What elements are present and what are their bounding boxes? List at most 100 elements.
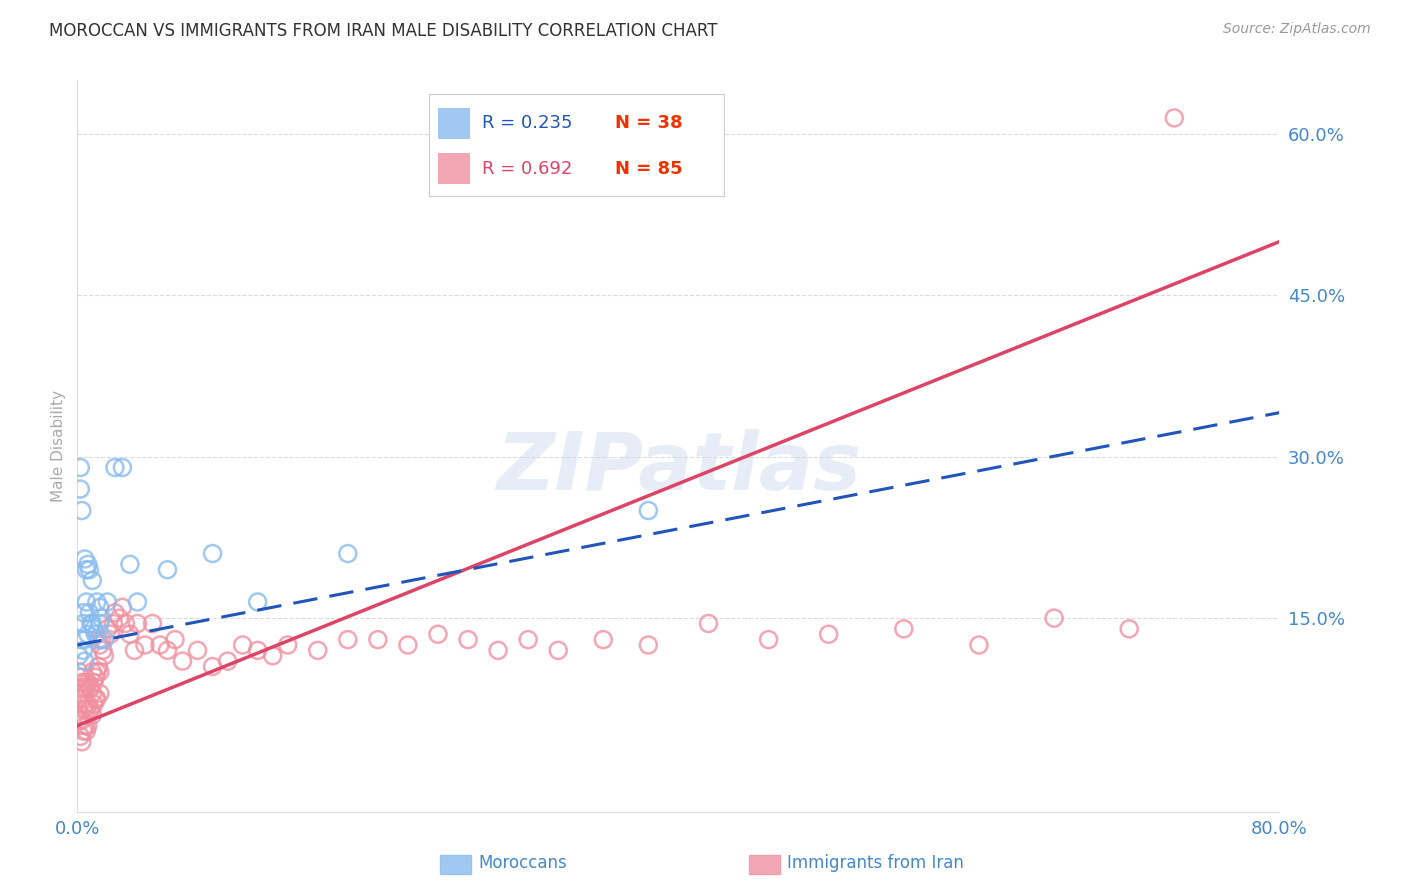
Point xyxy=(72,702,94,716)
Point xyxy=(163,632,186,647)
Point xyxy=(156,643,179,657)
Point xyxy=(336,547,359,561)
Point xyxy=(89,600,111,615)
Point xyxy=(114,616,136,631)
Point xyxy=(70,503,93,517)
Point xyxy=(396,638,419,652)
Point xyxy=(100,627,122,641)
Point xyxy=(72,643,94,657)
Point xyxy=(172,654,194,668)
Point xyxy=(156,563,179,577)
Point xyxy=(967,638,990,652)
Point xyxy=(217,654,239,668)
Point xyxy=(69,681,91,695)
Point xyxy=(69,670,91,684)
Point xyxy=(67,665,90,679)
Point xyxy=(817,627,839,641)
Point xyxy=(69,707,91,722)
Point xyxy=(79,606,101,620)
Point xyxy=(103,616,125,631)
Point xyxy=(262,648,284,663)
Point xyxy=(87,659,110,673)
Point xyxy=(73,654,96,668)
Text: Immigrants from Iran: Immigrants from Iran xyxy=(787,855,965,872)
Point xyxy=(86,691,108,706)
FancyBboxPatch shape xyxy=(437,108,470,139)
Point xyxy=(104,460,127,475)
Point xyxy=(79,702,101,716)
Text: R = 0.692: R = 0.692 xyxy=(482,160,572,178)
Point xyxy=(86,595,108,609)
Point xyxy=(87,632,110,647)
Point xyxy=(79,563,101,577)
Point xyxy=(83,622,105,636)
Point xyxy=(486,643,509,657)
Point xyxy=(72,724,94,739)
Point xyxy=(104,606,127,620)
Point xyxy=(75,595,97,609)
Point xyxy=(89,638,111,652)
Point xyxy=(82,665,104,679)
Point xyxy=(70,735,93,749)
Point xyxy=(75,702,97,716)
Point xyxy=(86,665,108,679)
Point xyxy=(758,632,780,647)
Point xyxy=(232,638,254,652)
Point xyxy=(73,719,96,733)
Point xyxy=(118,558,141,572)
Text: R = 0.235: R = 0.235 xyxy=(482,114,572,132)
Point xyxy=(89,616,111,631)
Point xyxy=(84,670,107,684)
Point xyxy=(893,622,915,636)
Point xyxy=(201,547,224,561)
Point xyxy=(80,702,103,716)
Point xyxy=(134,638,156,652)
Text: N = 38: N = 38 xyxy=(614,114,682,132)
Point xyxy=(93,632,115,647)
Point xyxy=(67,714,90,728)
Point xyxy=(75,563,97,577)
Point xyxy=(89,665,111,679)
Point xyxy=(69,460,91,475)
Point xyxy=(141,616,163,631)
FancyBboxPatch shape xyxy=(437,153,470,184)
Point xyxy=(67,686,90,700)
Point xyxy=(592,632,614,647)
Point xyxy=(73,675,96,690)
Point xyxy=(367,632,389,647)
Point xyxy=(69,730,91,744)
Point xyxy=(124,643,146,657)
Point xyxy=(427,627,450,641)
Point xyxy=(82,616,104,631)
Point xyxy=(127,595,149,609)
Point xyxy=(307,643,329,657)
Point xyxy=(457,632,479,647)
Point xyxy=(76,627,98,641)
Text: Source: ZipAtlas.com: Source: ZipAtlas.com xyxy=(1223,22,1371,37)
Point xyxy=(70,714,93,728)
Point xyxy=(246,643,269,657)
Point xyxy=(70,691,93,706)
Point xyxy=(76,558,98,572)
Point xyxy=(91,643,114,657)
Point xyxy=(186,643,209,657)
Point xyxy=(637,503,659,517)
Point xyxy=(637,638,659,652)
Point xyxy=(70,632,93,647)
Text: ZIPatlas: ZIPatlas xyxy=(496,429,860,507)
Point xyxy=(89,686,111,700)
Point xyxy=(108,611,131,625)
Point xyxy=(90,632,112,647)
Point xyxy=(127,616,149,631)
Text: N = 85: N = 85 xyxy=(614,160,682,178)
Text: MOROCCAN VS IMMIGRANTS FROM IRAN MALE DISABILITY CORRELATION CHART: MOROCCAN VS IMMIGRANTS FROM IRAN MALE DI… xyxy=(49,22,717,40)
Point xyxy=(96,595,118,609)
Point xyxy=(75,681,97,695)
Point xyxy=(1163,111,1185,125)
Point xyxy=(70,675,93,690)
Point xyxy=(82,686,104,700)
Point xyxy=(96,622,118,636)
Point xyxy=(697,616,720,631)
Point xyxy=(336,632,359,647)
Point xyxy=(83,697,105,711)
